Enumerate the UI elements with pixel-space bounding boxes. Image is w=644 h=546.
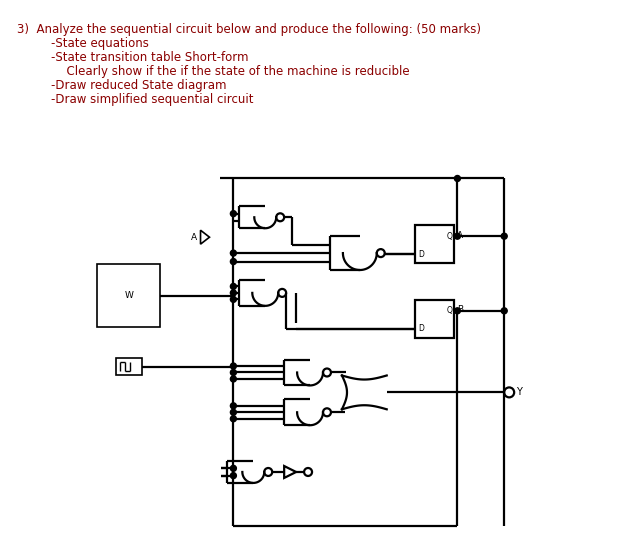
Circle shape <box>455 308 460 314</box>
Circle shape <box>231 290 236 296</box>
Circle shape <box>231 465 236 471</box>
Text: -Draw simplified sequential circuit: -Draw simplified sequential circuit <box>51 93 254 106</box>
Text: A: A <box>457 231 464 240</box>
Circle shape <box>231 296 236 302</box>
Text: Clearly show if the if the state of the machine is reducible: Clearly show if the if the state of the … <box>59 65 410 78</box>
Text: Q: Q <box>446 232 452 241</box>
Text: -Draw reduced State diagram: -Draw reduced State diagram <box>51 79 227 92</box>
Text: A: A <box>191 233 196 242</box>
Circle shape <box>231 416 236 422</box>
Bar <box>116 358 142 376</box>
Text: W: W <box>124 292 133 300</box>
Circle shape <box>501 233 507 239</box>
Circle shape <box>231 370 236 376</box>
Circle shape <box>231 473 236 479</box>
Text: D: D <box>419 324 424 333</box>
Circle shape <box>231 283 236 289</box>
Text: -State equations: -State equations <box>51 37 149 50</box>
Text: 3)  Analyze the sequential circuit below and produce the following: (50 marks): 3) Analyze the sequential circuit below … <box>17 23 481 36</box>
Circle shape <box>231 259 236 265</box>
Bar <box>415 225 455 263</box>
Text: B: B <box>457 305 464 314</box>
Circle shape <box>501 308 507 314</box>
Bar <box>415 300 455 337</box>
Circle shape <box>231 211 236 217</box>
Circle shape <box>231 250 236 256</box>
Circle shape <box>455 233 460 239</box>
Circle shape <box>231 410 236 416</box>
Circle shape <box>231 403 236 409</box>
Text: D: D <box>419 250 424 259</box>
Text: Y: Y <box>516 388 522 397</box>
Circle shape <box>455 175 460 181</box>
Text: Q: Q <box>446 306 452 315</box>
Circle shape <box>231 363 236 369</box>
Text: -State transition table Short-form: -State transition table Short-form <box>51 51 249 64</box>
Circle shape <box>231 376 236 382</box>
